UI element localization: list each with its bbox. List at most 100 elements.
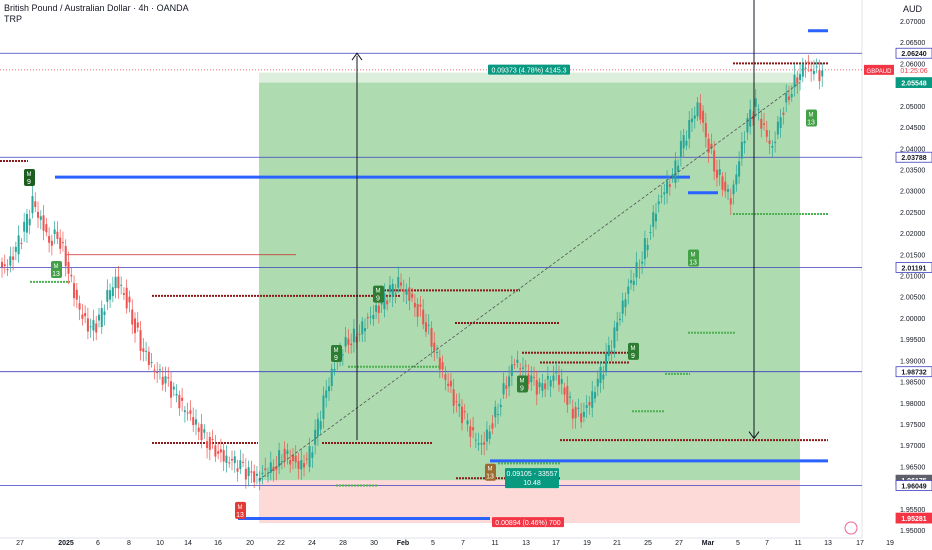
alert-icon[interactable] [844, 521, 858, 535]
candle [291, 454, 294, 462]
td-marker-count: 9 [376, 296, 380, 303]
candle [247, 467, 250, 477]
candle [6, 269, 9, 271]
down-arrow-head [748, 431, 760, 440]
x-tick-label: 14 [184, 540, 192, 547]
candle [654, 213, 657, 222]
candle [267, 475, 270, 477]
candle [485, 429, 488, 442]
candle [740, 141, 743, 159]
candle [549, 380, 552, 387]
candle [754, 98, 757, 107]
candle [388, 285, 391, 293]
candle [350, 343, 353, 346]
candle [366, 317, 369, 319]
candle [768, 140, 771, 144]
candle [344, 337, 347, 347]
entry-label-bg [505, 468, 559, 489]
td-marker-count: 13 [236, 512, 244, 519]
candle [17, 235, 20, 255]
candle [571, 408, 574, 419]
candle [674, 160, 677, 183]
candle [774, 141, 777, 144]
candle [690, 118, 693, 123]
candle [679, 141, 682, 158]
x-tick-label: 5 [736, 540, 740, 547]
candle [311, 452, 314, 458]
y-tick-label: 1.96500 [900, 464, 925, 471]
candle [599, 367, 602, 383]
symbol-badge-label: GBPAUD [867, 69, 893, 75]
candle [308, 446, 311, 467]
candle [569, 396, 572, 398]
y-tick-label: 2.06000 [900, 61, 925, 68]
candle [12, 256, 15, 260]
candle [361, 321, 364, 335]
candle [192, 417, 195, 426]
candle [275, 466, 278, 470]
candle [452, 389, 455, 406]
candle [524, 365, 527, 367]
candle [715, 169, 718, 178]
candle [97, 314, 100, 321]
candle [228, 462, 231, 464]
td-marker-count: 13 [807, 120, 815, 127]
x-tick-label: 28 [339, 540, 347, 547]
candle [186, 412, 189, 414]
candle [787, 96, 790, 100]
price-tag [895, 366, 932, 378]
candle [530, 375, 533, 383]
candle [372, 314, 375, 320]
x-tick-label: 7 [461, 540, 465, 547]
x-tick-label: 22 [277, 540, 285, 547]
x-tick-label: Mar [702, 540, 715, 547]
candle [175, 393, 178, 396]
price-tag [895, 261, 932, 273]
trend-dashed-line [258, 82, 801, 481]
candle [666, 180, 669, 194]
candle [197, 427, 200, 432]
candle [810, 69, 813, 72]
candle [785, 92, 788, 103]
candle [510, 364, 513, 377]
candle [405, 289, 408, 295]
profit-zone-top [259, 72, 800, 83]
candle [134, 318, 137, 334]
candle [380, 301, 383, 305]
candle [449, 380, 452, 387]
candle [527, 374, 530, 384]
candle [211, 438, 214, 440]
candle [738, 161, 741, 177]
candle [23, 221, 26, 232]
x-tick-label: 8 [127, 540, 131, 547]
candle [555, 372, 558, 374]
stop-label-bg [492, 517, 564, 528]
candle [621, 300, 624, 314]
candle [696, 102, 699, 117]
candle [272, 466, 275, 472]
candle [84, 313, 87, 317]
candle [643, 238, 646, 259]
candle [430, 327, 433, 347]
td-marker-count: 9 [631, 353, 635, 360]
x-tick-label: 19 [886, 540, 894, 547]
candle [480, 443, 483, 445]
y-tick-label: 1.98000 [900, 401, 925, 408]
candle [505, 385, 508, 389]
candle [67, 261, 70, 274]
y-tick-label: 2.07000 [900, 19, 925, 26]
candle [394, 293, 397, 295]
candle [710, 143, 713, 149]
candle [230, 459, 233, 461]
td-marker-letter: M [631, 346, 636, 352]
candle [782, 112, 785, 115]
candle [117, 276, 120, 289]
candle [735, 174, 738, 185]
candle [300, 460, 303, 470]
td-marker-count: 9 [27, 179, 31, 186]
x-tick-label: 11 [794, 540, 801, 547]
candle [441, 362, 444, 370]
candle [807, 61, 810, 64]
